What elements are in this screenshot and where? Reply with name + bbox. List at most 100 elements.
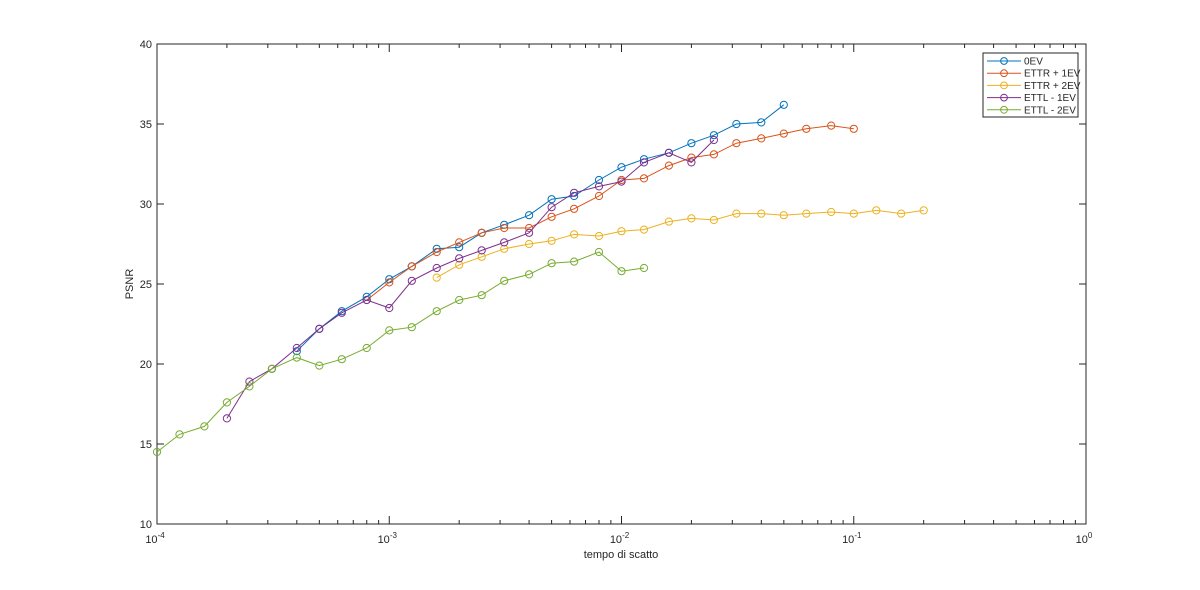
series-3 bbox=[432, 206, 928, 282]
data-point bbox=[500, 238, 509, 247]
data-point bbox=[594, 191, 604, 201]
data-point bbox=[849, 124, 858, 133]
series-line bbox=[226, 139, 715, 419]
x-tick-label: 10-3 bbox=[378, 531, 398, 546]
data-point bbox=[200, 422, 209, 431]
legend-entry: ETTR + 2EV bbox=[987, 81, 1081, 92]
data-point bbox=[455, 254, 464, 263]
data-point bbox=[639, 174, 649, 183]
data-point bbox=[732, 119, 741, 129]
data-point bbox=[477, 246, 486, 255]
data-point bbox=[432, 273, 441, 282]
x-tick-label: 10-4 bbox=[145, 531, 165, 546]
data-point bbox=[500, 244, 509, 253]
data-point bbox=[547, 195, 556, 204]
data-point bbox=[292, 343, 301, 353]
data-point bbox=[617, 267, 626, 276]
data-point bbox=[432, 307, 441, 316]
data-point bbox=[407, 323, 416, 332]
data-point bbox=[477, 228, 486, 237]
data-point bbox=[385, 278, 394, 287]
legend-label: ETTR + 1EV bbox=[1024, 69, 1081, 80]
data-point bbox=[362, 343, 371, 353]
y-tick-label: 35 bbox=[140, 119, 152, 131]
data-point bbox=[757, 118, 766, 127]
series-line bbox=[436, 209, 924, 279]
x-tick-label: 100 bbox=[1076, 531, 1093, 546]
data-point bbox=[477, 291, 486, 300]
data-point bbox=[570, 204, 579, 213]
data-point bbox=[779, 211, 788, 220]
data-point bbox=[594, 175, 604, 185]
data-point bbox=[709, 135, 719, 145]
y-axis: 10 15 20 25 30 35 40 bbox=[140, 39, 1086, 531]
data-point bbox=[547, 236, 556, 245]
data-point bbox=[547, 203, 556, 212]
data-point bbox=[570, 257, 579, 266]
data-point bbox=[617, 163, 626, 172]
data-point bbox=[757, 209, 766, 218]
data-point bbox=[617, 227, 626, 236]
legend-marker bbox=[1000, 105, 1008, 114]
plot-area bbox=[156, 43, 1087, 525]
x-axis-label: tempo di scatto bbox=[584, 549, 659, 561]
data-point bbox=[897, 209, 906, 218]
data-point bbox=[222, 414, 231, 423]
data-point bbox=[385, 326, 394, 335]
data-point bbox=[547, 212, 556, 221]
data-point bbox=[292, 353, 301, 362]
data-point bbox=[222, 398, 231, 407]
y-tick-label: 20 bbox=[140, 359, 152, 371]
data-point bbox=[432, 263, 441, 273]
data-point bbox=[362, 295, 371, 305]
data-point bbox=[175, 430, 184, 439]
data-point bbox=[407, 276, 416, 285]
data-point bbox=[594, 247, 604, 257]
y-tick-label: 10 bbox=[140, 519, 152, 531]
y-axis-label: PSNR bbox=[124, 269, 136, 300]
data-point bbox=[757, 134, 766, 143]
data-point bbox=[779, 100, 788, 109]
data-point bbox=[732, 209, 741, 218]
data-point bbox=[594, 182, 604, 191]
data-point bbox=[709, 150, 719, 159]
data-point bbox=[664, 217, 674, 226]
x-tick-label: 10-2 bbox=[610, 531, 630, 546]
series-5 bbox=[152, 247, 649, 457]
series-line bbox=[156, 251, 645, 453]
legend-label: 0EV bbox=[1024, 57, 1043, 68]
legend-marker bbox=[1000, 93, 1008, 102]
data-point bbox=[385, 303, 394, 313]
y-tick-label: 40 bbox=[140, 39, 152, 51]
data-point bbox=[732, 139, 741, 148]
data-point bbox=[525, 228, 534, 237]
legend-label: ETTL - 1EV bbox=[1024, 93, 1076, 104]
series-line bbox=[366, 125, 854, 301]
data-point bbox=[594, 231, 604, 241]
data-point bbox=[455, 243, 464, 252]
x-axis: 10-4 10-3 10-2 10-1 100 bbox=[145, 44, 1093, 546]
data-point bbox=[639, 158, 649, 167]
data-point bbox=[547, 259, 556, 268]
data-point bbox=[709, 215, 719, 225]
series-layer bbox=[152, 100, 928, 457]
y-tick-label: 25 bbox=[140, 279, 152, 291]
data-point bbox=[849, 209, 858, 218]
data-point bbox=[267, 364, 276, 373]
data-point bbox=[872, 206, 881, 215]
data-point bbox=[455, 260, 464, 269]
series-line bbox=[296, 104, 785, 352]
data-point bbox=[432, 247, 441, 257]
data-point bbox=[525, 270, 534, 279]
data-point bbox=[687, 214, 696, 223]
legend-label: ETTR + 2EV bbox=[1024, 81, 1081, 92]
data-point bbox=[315, 324, 324, 333]
data-point bbox=[337, 308, 346, 317]
data-point bbox=[919, 206, 928, 215]
data-point bbox=[500, 276, 509, 285]
data-point bbox=[617, 177, 626, 186]
legend-entry: ETTR + 1EV bbox=[987, 69, 1081, 80]
legend-marker bbox=[1000, 69, 1008, 78]
